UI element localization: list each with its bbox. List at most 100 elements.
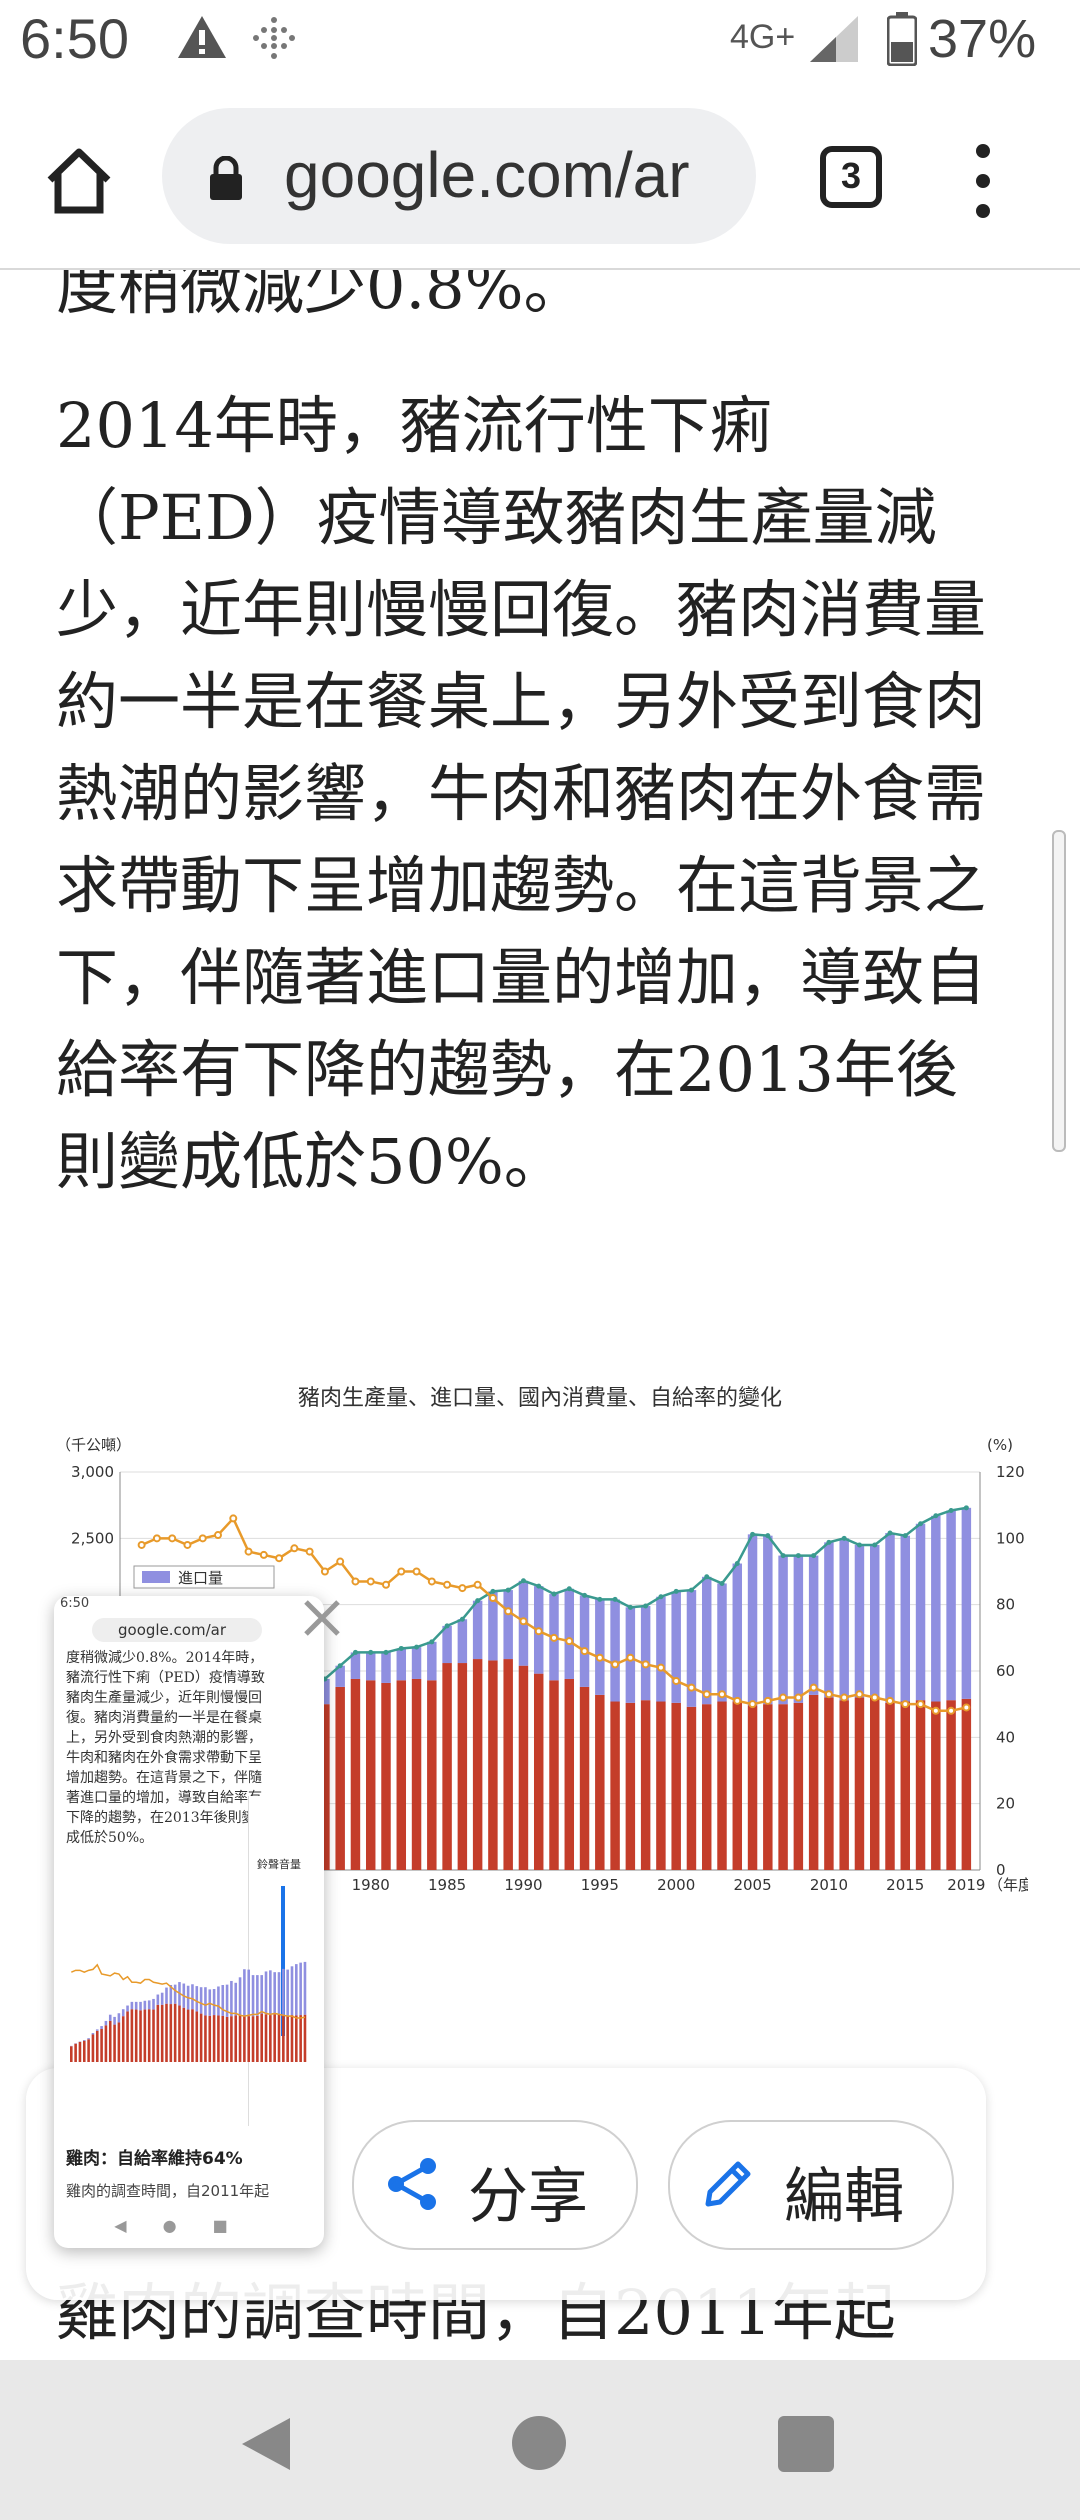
legend-import-swatch — [142, 1571, 170, 1583]
x-axis-unit: （年度） — [988, 1876, 1028, 1894]
thumb-bar-production — [104, 2025, 108, 2062]
point-self-sufficiency — [229, 1514, 238, 1523]
thumb-bar-import — [191, 1984, 194, 2010]
bar-import — [350, 1652, 361, 1679]
bar-import — [320, 1678, 330, 1705]
point-self-sufficiency — [397, 1567, 406, 1576]
bar-production — [717, 1701, 727, 1870]
thumb-bar-import — [121, 2009, 125, 2017]
thumb-bar-import — [243, 1969, 246, 2017]
thumb-bar-production — [204, 2015, 207, 2062]
address-bar[interactable]: google.com/ar — [162, 108, 756, 244]
point-self-sufficiency — [473, 1580, 482, 1589]
url-text: google.com/ar — [284, 139, 690, 211]
point-self-sufficiency — [656, 1663, 665, 1672]
point-self-sufficiency — [870, 1693, 879, 1702]
point-self-sufficiency — [809, 1683, 818, 1692]
thumb-bar-production — [286, 2015, 289, 2062]
bar-production — [610, 1701, 620, 1870]
point-consumption — [918, 1521, 924, 1527]
thumb-bar-production — [165, 2003, 168, 2062]
screenshot-thumbnail[interactable]: 6:50 google.com/ar 度稍微減少0.8%。2014年時，豬流行性… — [54, 1596, 324, 2248]
y-left-tick: 2,500 — [71, 1529, 114, 1547]
point-self-sufficiency — [947, 1706, 956, 1715]
bar-import — [427, 1641, 437, 1681]
y-right-unit: (%) — [987, 1436, 1013, 1454]
thumb-bar-production — [251, 2016, 255, 2062]
thumb-bar-import — [290, 1966, 294, 2016]
close-icon[interactable] — [300, 1596, 344, 1640]
share-button[interactable]: 分享 — [352, 2120, 638, 2250]
edit-button[interactable]: 編輯 — [668, 2120, 954, 2250]
y-right-tick: 60 — [996, 1662, 1015, 1680]
thumb-bar-production — [78, 2041, 82, 2062]
point-consumption — [597, 1596, 603, 1602]
thumb-bar-import — [82, 2040, 86, 2041]
point-consumption — [536, 1583, 542, 1589]
point-consumption — [627, 1604, 633, 1610]
thumb-bar-import — [273, 1972, 276, 2015]
thumb-bar-production — [199, 2013, 203, 2062]
bar-production — [854, 1697, 865, 1870]
point-consumption — [612, 1596, 618, 1602]
thumb-bar-production — [100, 2029, 103, 2062]
thumb-bar-production — [243, 2016, 246, 2062]
signal-icon — [810, 16, 858, 62]
thumb-bar-import — [264, 1971, 268, 2015]
thumb-bar-production — [121, 2016, 125, 2062]
point-consumption — [658, 1594, 664, 1600]
bar-production — [824, 1697, 834, 1870]
point-self-sufficiency — [351, 1577, 360, 1586]
bar-production — [732, 1701, 743, 1870]
thumb-bar-production — [74, 2043, 77, 2062]
bar-production — [579, 1686, 590, 1870]
point-self-sufficiency — [916, 1700, 925, 1709]
point-self-sufficiency — [152, 1534, 161, 1543]
thumb-bar-production — [152, 2009, 155, 2062]
point-consumption — [429, 1639, 435, 1645]
bar-import — [671, 1591, 681, 1703]
thumb-bar-production — [113, 2024, 116, 2062]
thumb-bar-production — [191, 2009, 194, 2062]
thumb-bar-production — [230, 2016, 233, 2062]
point-self-sufficiency — [595, 1653, 604, 1662]
home-icon[interactable] — [42, 144, 116, 218]
bar-import — [579, 1595, 590, 1687]
point-self-sufficiency — [840, 1693, 849, 1702]
bar-production — [656, 1701, 666, 1870]
point-consumption — [811, 1553, 817, 1559]
thumb-bar-import — [212, 1989, 216, 2016]
thumb-bar-production — [87, 2039, 90, 2062]
thumb-bar-import — [230, 1980, 233, 2017]
bar-import — [457, 1619, 468, 1664]
thumb-bar-import — [139, 2001, 142, 2011]
thumb-bar-production — [178, 2005, 181, 2062]
recents-icon[interactable] — [778, 2416, 834, 2472]
point-consumption — [414, 1644, 420, 1650]
thumb-bar-production — [108, 2020, 112, 2062]
thumb-bar-import — [247, 1969, 251, 2017]
point-consumption — [872, 1542, 878, 1548]
back-icon[interactable] — [236, 2414, 296, 2474]
x-tick-label: 2000 — [657, 1876, 695, 1894]
bar-production — [533, 1673, 544, 1870]
bar-production — [961, 1698, 972, 1870]
article-paragraph: 2014年時，豬流行性下痢（PED）疫情導致豬肉生產量減少，近年則慢慢回復。豬肉… — [56, 389, 987, 1198]
bar-production — [396, 1680, 407, 1870]
point-self-sufficiency — [259, 1550, 268, 1559]
overflow-menu-icon[interactable] — [968, 144, 998, 224]
thumb-bar-production — [91, 2034, 95, 2062]
tab-switcher-button[interactable]: 3 — [820, 146, 882, 208]
bar-production — [900, 1701, 911, 1870]
point-consumption — [505, 1587, 511, 1593]
thumb-bar-import — [199, 1987, 203, 2014]
home-nav-icon[interactable] — [512, 2416, 566, 2470]
scrollbar-thumb[interactable] — [1052, 830, 1066, 1152]
thumb-bar-production — [82, 2040, 86, 2062]
thumb-bar-production — [147, 2009, 151, 2062]
point-consumption — [444, 1623, 450, 1629]
thumb-bar-import — [87, 2038, 90, 2040]
point-consumption — [490, 1588, 496, 1594]
thumb-bar-production — [160, 2004, 164, 2062]
bar-import — [778, 1555, 788, 1705]
